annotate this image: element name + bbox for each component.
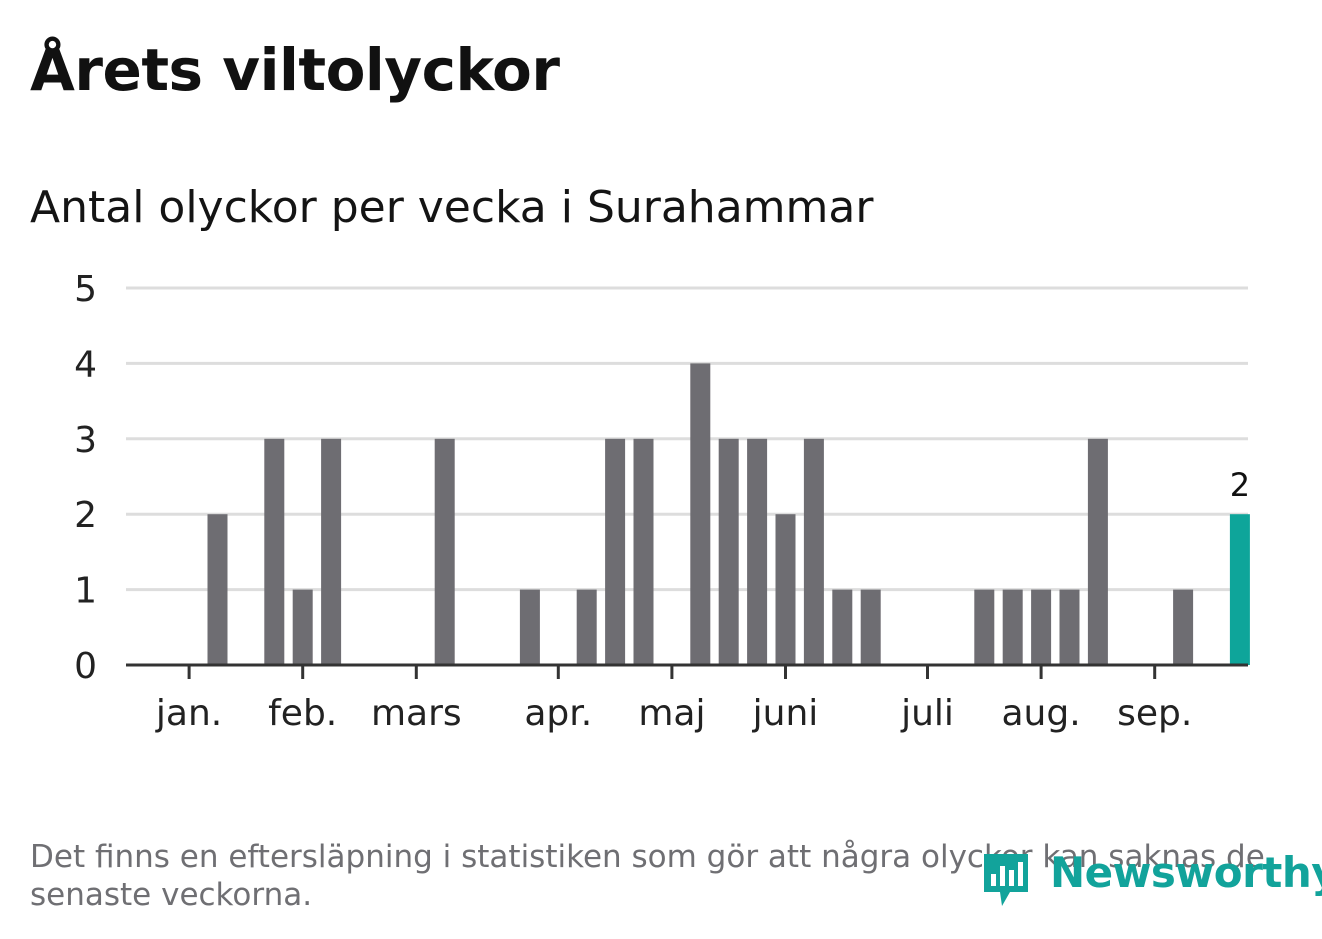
bar [1002, 589, 1023, 665]
last-value-label: 2 [1230, 466, 1250, 504]
bar [1031, 589, 1052, 665]
x-tick-label: sep. [1117, 693, 1192, 734]
x-tick-label: mars [371, 693, 462, 734]
bar [747, 438, 768, 665]
bar [718, 438, 739, 665]
bar [633, 438, 654, 665]
y-tick-label: 1 [74, 571, 97, 612]
x-tick-label: feb. [268, 693, 337, 734]
logo-text: Newsworthy [1050, 848, 1322, 897]
x-tick-label: maj [638, 693, 705, 734]
y-tick-label: 3 [74, 420, 97, 461]
bar-chart-speech-bubble-icon [984, 854, 1028, 906]
y-tick-label: 2 [74, 495, 97, 536]
x-tick-label: juli [900, 693, 954, 734]
grid-lines [126, 286, 1248, 592]
bar [775, 514, 796, 665]
bar [1059, 589, 1080, 665]
bar [605, 438, 626, 665]
bar [974, 589, 995, 665]
bar [321, 438, 342, 665]
x-tick-label: apr. [524, 693, 592, 734]
footnote: Det finns en eftersläpning i statistiken… [30, 839, 1265, 913]
bar-highlighted [1229, 514, 1250, 665]
chart-title: Årets viltolyckor [30, 36, 560, 104]
x-tick-label: juni [752, 693, 819, 734]
newsworthy-logo: Newsworthy [980, 848, 1322, 910]
bar [519, 589, 540, 665]
bar [1173, 589, 1194, 665]
bar [292, 589, 313, 665]
bar [832, 589, 853, 665]
bar [803, 438, 824, 665]
y-tick-label: 0 [74, 646, 97, 687]
bars [207, 363, 1250, 665]
y-tick-label: 4 [74, 344, 97, 385]
chart-subtitle: Antal olyckor per vecka i Surahammar [30, 182, 874, 233]
x-axis-ticks: jan. feb. mars apr. maj juni juli aug. sep. [155, 665, 1192, 734]
bar [264, 438, 285, 665]
bar-chart: 0 1 2 3 4 5 jan. feb. mars apr. maj juni juli aug. se… [74, 269, 1250, 734]
bar [1087, 438, 1108, 665]
x-tick-label: jan. [155, 693, 222, 734]
bar [690, 363, 711, 665]
bar [860, 589, 881, 665]
x-tick-label: aug. [1002, 693, 1081, 734]
bar [207, 514, 228, 665]
bar [576, 589, 597, 665]
y-axis-ticks: 0 1 2 3 4 5 [74, 269, 97, 687]
bar [434, 438, 455, 665]
y-tick-label: 5 [74, 269, 97, 310]
